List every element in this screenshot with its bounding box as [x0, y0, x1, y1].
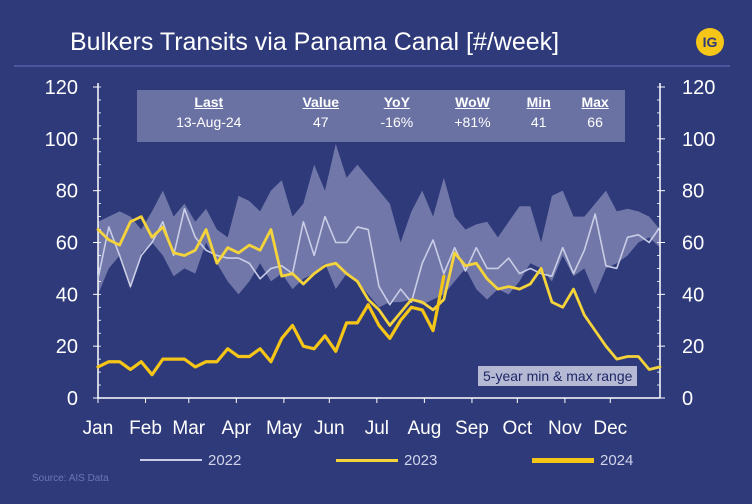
- range-band: [98, 144, 660, 308]
- range-note-label: 5-year min & max range: [478, 366, 638, 386]
- x-tick-label: Nov: [548, 418, 582, 439]
- x-tick-label: May: [266, 418, 302, 439]
- y-tick-label-left: 0: [67, 388, 78, 410]
- y-tick-label-left: 80: [56, 181, 78, 203]
- x-tick-label: Mar: [172, 418, 205, 439]
- y-tick-label-left: 60: [56, 233, 78, 255]
- x-tick-label: Oct: [503, 418, 533, 439]
- stats-table: Last Value YoY WoW Min Max 13-Aug-24 47 …: [137, 90, 625, 132]
- y-tick-label-right: 80: [682, 181, 704, 203]
- legend-swatch-2022: [140, 459, 202, 461]
- legend-item-2022: 2022: [140, 447, 241, 473]
- y-tick-label-right: 60: [682, 233, 704, 255]
- legend-label-2023: 2023: [404, 451, 438, 469]
- x-tick-label: Feb: [129, 418, 162, 439]
- stats-header: Value: [302, 94, 340, 110]
- stats-value: +81%: [454, 114, 491, 130]
- stats-header: Min: [526, 94, 551, 110]
- legend-label-2022: 2022: [208, 451, 242, 469]
- legend-label-2024: 2024: [600, 451, 634, 469]
- y-tick-label-right: 120: [682, 77, 715, 99]
- x-tick-label: Jun: [314, 418, 345, 439]
- series-line-2024: [96, 274, 446, 377]
- x-tick-label: Jul: [365, 418, 389, 439]
- x-tick-label: Apr: [222, 418, 252, 439]
- series-line-2022: [97, 208, 661, 306]
- legend: 2022 2023 2024: [0, 447, 752, 473]
- legend-swatch-2023: [336, 458, 398, 462]
- stats-header: Max: [581, 94, 609, 110]
- stats-value-row: 13-Aug-24 47 -16% +81% 41 66: [137, 112, 625, 132]
- stats-value: 13-Aug-24: [176, 114, 242, 130]
- y-tick-label-left: 100: [45, 129, 78, 151]
- stats-header: WoW: [455, 94, 490, 110]
- x-tick-label: Sep: [455, 418, 489, 439]
- x-tick-label: Dec: [593, 418, 627, 439]
- y-tick-label-right: 20: [682, 336, 704, 358]
- legend-item-2024: 2024: [532, 447, 633, 473]
- ig-logo: IG: [696, 28, 724, 56]
- stats-header: Last: [194, 94, 224, 110]
- x-tick-label: Aug: [407, 418, 441, 439]
- y-tick-label-left: 120: [45, 77, 78, 99]
- stats-value: 41: [530, 114, 547, 130]
- title-divider: [14, 65, 730, 67]
- stats-value: -16%: [380, 114, 414, 130]
- series-line-2023: [96, 215, 662, 371]
- stats-value: 47: [312, 114, 329, 130]
- y-tick-label-right: 0: [682, 388, 693, 410]
- legend-swatch-2024: [532, 457, 594, 463]
- stats-value: 66: [587, 114, 603, 130]
- y-tick-label-left: 40: [56, 284, 78, 306]
- legend-item-2023: 2023: [336, 447, 437, 473]
- y-tick-label-right: 40: [682, 284, 704, 306]
- source-note: Source: AIS Data: [32, 473, 109, 484]
- stats-header-row: Last Value YoY WoW Min Max: [137, 90, 625, 112]
- stats-header: YoY: [383, 94, 410, 110]
- x-tick-label: Jan: [83, 418, 114, 439]
- chart-title: Bulkers Transits via Panama Canal [#/wee…: [70, 28, 560, 56]
- stats-box: Last Value YoY WoW Min Max 13-Aug-24 47 …: [137, 90, 625, 142]
- y-tick-label-right: 100: [682, 129, 715, 151]
- y-tick-label-left: 20: [56, 336, 78, 358]
